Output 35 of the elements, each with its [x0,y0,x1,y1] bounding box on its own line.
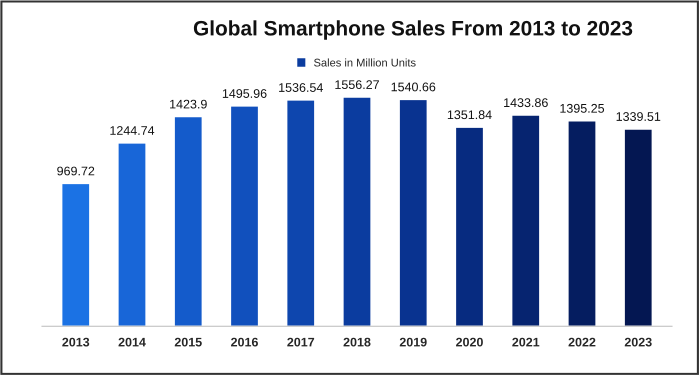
bar [60,182,91,326]
bar [230,105,260,326]
data-label: 1351.84 [448,110,492,120]
data-label: 1536.54 [279,83,323,92]
bar [567,120,597,326]
bar [117,142,147,326]
chart-title: Global Smartphone Sales From 2013 to 2023 [194,20,632,40]
x-tick-label: 2019 [400,338,427,347]
data-label: 1433.86 [504,98,548,108]
x-tick-label: 2021 [512,338,540,347]
data-label: 1495.96 [222,89,267,98]
bar [510,114,541,326]
legend-label: Sales in Million Units [314,58,416,67]
x-tick-label: 2022 [568,338,596,347]
bar [398,98,428,326]
bar [454,126,484,326]
x-tick-label: 2023 [624,338,652,347]
data-label: 969.72 [57,166,94,176]
data-label: 1540.66 [392,82,436,92]
data-label: 1244.74 [110,126,154,135]
x-tick-label: 2015 [174,338,202,347]
x-tick-label: 2016 [231,338,258,347]
bar [286,99,316,326]
x-tick-label: 2014 [118,338,146,347]
x-tick-label: 2017 [287,338,314,347]
x-tick-label: 2013 [62,338,90,347]
bar [342,96,372,326]
data-label: 1556.27 [335,80,379,90]
bar [623,128,654,326]
x-tick-label: 2018 [344,338,371,347]
bar [173,116,204,326]
data-label: 1423.9 [170,100,207,109]
data-label: 1339.51 [616,112,660,121]
data-label: 1395.25 [560,104,604,113]
x-tick-label: 2020 [456,338,483,347]
